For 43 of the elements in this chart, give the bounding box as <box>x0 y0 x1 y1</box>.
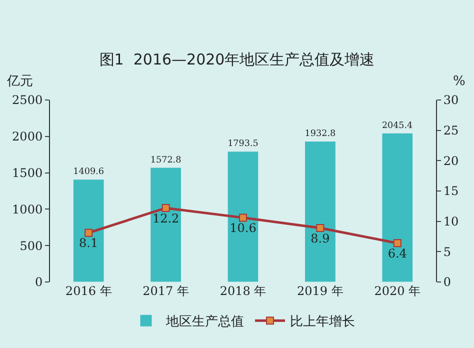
data-label: 1572.8 <box>150 155 182 166</box>
data-label: 12.2 <box>152 211 180 226</box>
y2-tick-label: 30 <box>443 93 459 108</box>
point <box>393 239 402 248</box>
data-label: 8.9 <box>310 231 330 246</box>
bar <box>382 132 414 282</box>
y2-tick-label: 20 <box>443 154 459 168</box>
x-tick-label: 2016 年 <box>65 284 112 298</box>
y-tick-label: 500 <box>20 238 43 253</box>
y2-tick-label: 10 <box>443 214 459 229</box>
x-tick-label: 2019 年 <box>297 284 344 298</box>
y-tick-label: 2500 <box>12 93 43 108</box>
data-label: 1409.6 <box>73 167 104 178</box>
y-tick-label: 1000 <box>12 202 43 216</box>
data-label: 2045.4 <box>382 120 413 131</box>
y2-tick-label: 5 <box>443 244 452 259</box>
data-label: 6.4 <box>388 246 408 261</box>
legend-label: 地区生产总值 <box>165 314 244 330</box>
bar <box>227 151 259 282</box>
x-tick-label: 2020 年 <box>374 284 421 298</box>
point <box>162 204 170 212</box>
bar <box>150 167 182 282</box>
y-tick-label: 0 <box>34 275 43 290</box>
data-label: 1793.5 <box>228 139 258 150</box>
data-label: 1932.8 <box>304 129 336 140</box>
y2-tick-label: 25 <box>443 124 459 138</box>
y-tick-label: 1500 <box>12 166 43 180</box>
point <box>84 228 93 237</box>
point <box>316 224 324 232</box>
x-tick-label: 2017 年 <box>142 284 189 298</box>
x-tick-label: 2018 年 <box>220 284 266 298</box>
data-label: 8.1 <box>79 236 98 250</box>
data-label: 10.6 <box>230 221 256 236</box>
legend-label: 比上年增长 <box>290 314 355 330</box>
y2-axis-title: % <box>453 74 466 89</box>
point <box>239 214 247 222</box>
bar <box>304 141 336 282</box>
y-axis-title: 亿元 <box>6 74 33 89</box>
y2-tick-label: 0 <box>443 275 452 290</box>
bar <box>72 179 104 282</box>
y-tick-label: 2000 <box>12 130 43 144</box>
y2-tick-label: 15 <box>443 184 459 198</box>
chart-title: 图1 2016—2020年地区生产总值及增速 <box>99 50 375 68</box>
